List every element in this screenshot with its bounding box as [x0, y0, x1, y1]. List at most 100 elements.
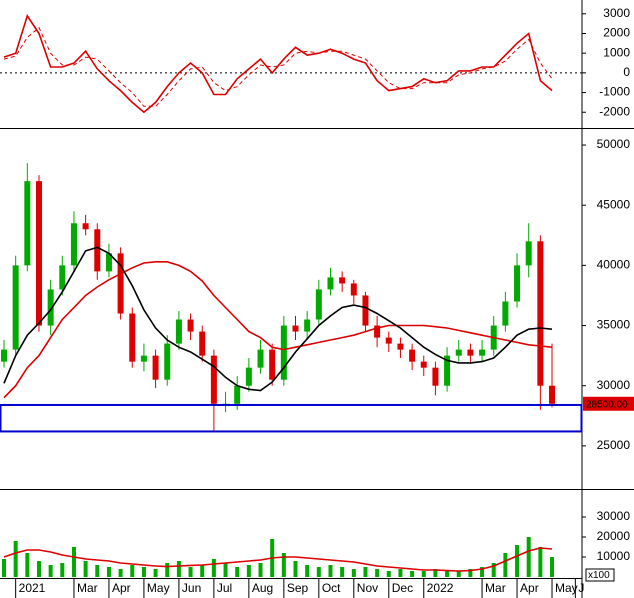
candle-body: [1, 349, 7, 362]
volume-bar: [200, 565, 205, 577]
y-tick-label: 10000: [597, 549, 631, 563]
volume-bar: [316, 567, 321, 577]
volume-bar: [526, 537, 531, 577]
candle-body: [444, 355, 451, 386]
volume-bar: [106, 567, 111, 577]
y-tick-label: -2000: [599, 104, 630, 118]
volume-bar: [515, 545, 520, 577]
volume-bar: [176, 561, 181, 577]
volume-bar: [491, 563, 496, 577]
x-tick-label: 2021: [19, 581, 46, 595]
y-tick-label: 25000: [597, 438, 631, 452]
candle-body: [175, 319, 182, 344]
x-tick-label: Sep: [287, 581, 309, 595]
volume-bar: [445, 571, 450, 577]
volume-bar: [421, 571, 426, 577]
volume-bar: [468, 569, 473, 577]
volume-bar: [503, 553, 508, 577]
x-tick-label: Dec: [392, 581, 413, 595]
candle-body: [199, 331, 206, 356]
volume-bar: [235, 567, 240, 577]
candle-body: [397, 343, 404, 350]
volume-bar: [130, 565, 135, 577]
x-tick-label: May: [555, 581, 578, 595]
candle-body: [362, 295, 369, 326]
volume-bar: [95, 565, 100, 577]
candle-body: [339, 277, 346, 284]
volume-bar: [386, 571, 391, 577]
y-tick-label: 20000: [597, 529, 631, 543]
volume-bar: [550, 557, 555, 577]
volume-bar: [36, 561, 41, 577]
candle-body: [187, 319, 194, 332]
candle-body: [350, 283, 357, 296]
x-tick-label: Mar: [485, 581, 506, 595]
y-tick-label: 2000: [603, 26, 630, 40]
x-tick-label: Apr: [520, 581, 539, 595]
volume-bar: [141, 567, 146, 577]
candle-body: [47, 289, 54, 326]
volume-bar: [398, 569, 403, 577]
y-tick-label: 3000: [603, 6, 630, 20]
x-tick-label: Nov: [357, 581, 378, 595]
volume-bar: [165, 563, 170, 577]
volume-bar: [305, 565, 310, 577]
series-line: [3, 246, 553, 392]
candle-body: [234, 385, 241, 404]
x-tick-label: May: [147, 581, 170, 595]
candle-body: [24, 181, 31, 266]
volume-bar: [83, 561, 88, 577]
volume-bar: [351, 569, 356, 577]
x-tick-label: Jun: [182, 581, 201, 595]
y-tick-label: 50000: [597, 137, 631, 151]
candle-body: [35, 181, 42, 326]
candle-body: [374, 325, 381, 338]
y-tick-label: 0: [623, 65, 630, 79]
volume-bar: [258, 563, 263, 577]
candle-body: [479, 349, 486, 356]
candle-body: [315, 289, 322, 320]
volume-bar: [480, 567, 485, 577]
volume-bar: [293, 561, 298, 577]
candle-body: [409, 349, 416, 362]
y-tick-label: 35000: [597, 318, 631, 332]
volume-bar: [246, 565, 251, 577]
candle-body: [549, 385, 556, 404]
y-tick-label: 30000: [597, 378, 631, 392]
candle-body: [455, 349, 462, 356]
candle-body: [292, 325, 299, 332]
candle-body: [245, 367, 252, 386]
candle-body: [257, 349, 264, 368]
candle-body: [117, 253, 124, 314]
volume-unit: x100: [588, 570, 610, 581]
unit-box: [585, 568, 615, 582]
candle-body: [152, 355, 159, 380]
candle-body: [269, 349, 276, 380]
volume-bar: [13, 541, 18, 577]
candle-body: [327, 277, 334, 290]
volume-bar: [410, 571, 415, 577]
y-tick-label: -1000: [599, 85, 630, 99]
candle-body: [514, 265, 521, 302]
volume-bar: [456, 571, 461, 577]
volume-bar: [340, 567, 345, 577]
volume-bar: [2, 559, 6, 577]
candle-body: [70, 223, 77, 266]
candle-body: [129, 313, 136, 362]
volume-bar: [71, 547, 76, 577]
series-line: [3, 13, 553, 114]
volume-bar: [60, 563, 65, 577]
x-tick-label: 2022: [427, 581, 454, 595]
candle-body: [59, 265, 66, 290]
y-tick-label: 40000: [597, 258, 631, 272]
candle-body: [525, 241, 532, 266]
volume-bar: [281, 553, 286, 577]
volume-bar: [118, 569, 123, 577]
candle-body: [140, 355, 147, 362]
candle-body: [385, 337, 392, 344]
series-line: [3, 261, 553, 399]
x-tick-label: Oct: [322, 581, 341, 595]
candle-body: [12, 265, 19, 350]
candle-body: [105, 253, 112, 272]
